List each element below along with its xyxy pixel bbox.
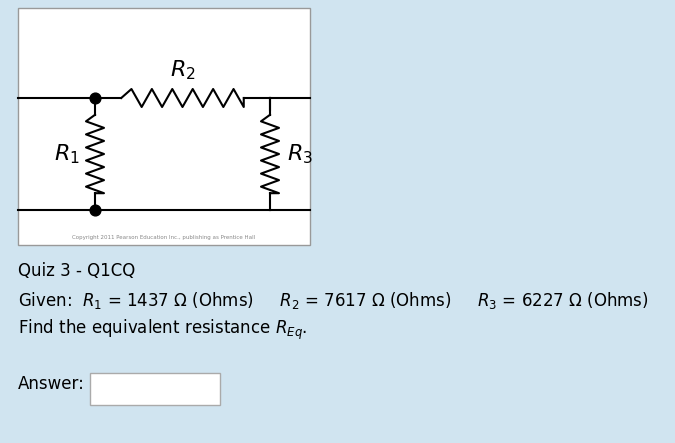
Text: $R_3$: $R_3$	[287, 142, 313, 166]
Text: $R_2$: $R_2$	[169, 58, 195, 82]
Text: Given:  $R_1$ = 1437 $\Omega$ (Ohms)     $R_2$ = 7617 $\Omega$ (Ohms)     $R_3$ : Given: $R_1$ = 1437 $\Omega$ (Ohms) $R_2…	[18, 290, 649, 311]
Text: Find the equivalent resistance $R_{Eq}$.: Find the equivalent resistance $R_{Eq}$.	[18, 318, 308, 342]
Text: Copyright 2011 Pearson Education Inc., publishing as Prentice Hall: Copyright 2011 Pearson Education Inc., p…	[72, 235, 256, 240]
Text: $R_1$: $R_1$	[54, 142, 80, 166]
Bar	[90, 373, 220, 405]
Text: Answer:: Answer:	[18, 375, 85, 393]
Text: Quiz 3 - Q1CQ: Quiz 3 - Q1CQ	[18, 262, 135, 280]
Bar	[18, 8, 310, 245]
Point	[90, 94, 101, 101]
Point	[90, 206, 101, 214]
